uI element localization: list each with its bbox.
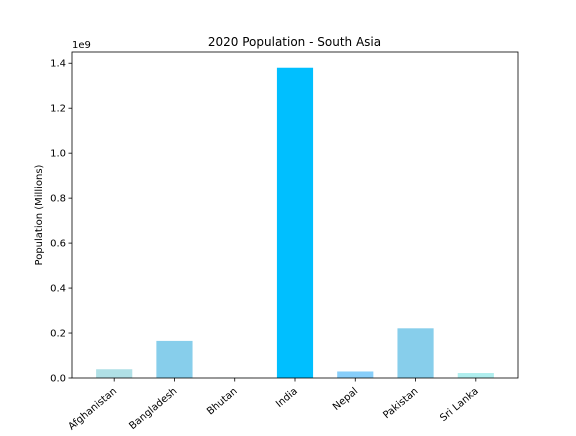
bar-nepal [337,371,373,378]
y-axis-label: Population (Millions) [34,164,45,265]
y-tick-label: 0.0 [50,374,66,385]
y-tick-label: 0.4 [50,284,66,295]
bar-sri-lanka [458,373,494,378]
bars-group [96,68,494,378]
y-tick-label: 1.2 [50,104,66,115]
y-tick-label: 0.2 [50,329,66,340]
y-tick-label: 1.0 [50,149,66,160]
x-tick-label: Bhutan [205,386,240,418]
x-tick-label: India [274,386,300,410]
y-tick-label: 1.4 [50,59,66,70]
x-tick-label: Sri Lanka [438,386,480,424]
y-axis-offset-label: 1e9 [72,40,91,51]
bar-afghanistan [96,369,132,378]
y-tick-label: 0.6 [50,239,66,250]
bar-pakistan [397,328,433,378]
x-tick-label: Nepal [331,386,360,413]
bar-india [277,68,313,378]
y-tick-label: 0.8 [50,194,66,205]
x-tick-label: Pakistan [381,386,420,421]
chart-title: 2020 Population - South Asia [208,35,381,49]
x-tick-label: Bangladesh [127,386,179,432]
x-tick-label: Afghanistan [66,386,119,432]
bar-bangladesh [156,341,192,378]
y-axis: 0.0 0.2 0.4 0.6 0.8 1.0 1.2 1.4 [50,59,72,385]
